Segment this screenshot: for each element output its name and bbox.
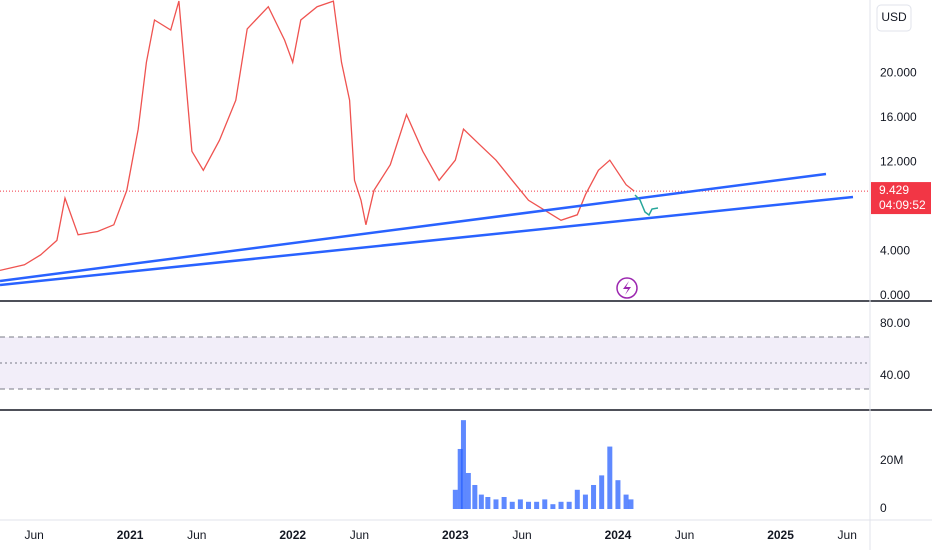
y-tick-label: 80.00 bbox=[880, 316, 910, 330]
x-tick-label: 2023 bbox=[442, 528, 469, 542]
y-tick-label: 12.000 bbox=[880, 155, 917, 169]
volume-bar bbox=[550, 504, 556, 509]
volume-bar bbox=[615, 480, 621, 509]
x-tick-label: Jun bbox=[350, 528, 369, 542]
x-tick-label: 2022 bbox=[279, 528, 306, 542]
last-price-box bbox=[871, 182, 931, 215]
y-tick-label: 20.000 bbox=[880, 66, 917, 80]
volume-bar bbox=[465, 472, 471, 509]
x-tick-label: Jun bbox=[24, 528, 43, 542]
y-tick-label: 0.000 bbox=[880, 288, 910, 302]
y-tick-label: 20M bbox=[880, 453, 903, 467]
volume-bar bbox=[460, 420, 466, 509]
y-tick-label: 16.000 bbox=[880, 110, 917, 124]
x-tick-label: Jun bbox=[187, 528, 206, 542]
last-price: 9.429 bbox=[879, 183, 909, 197]
x-tick-label: Jun bbox=[838, 528, 857, 542]
volume-bar bbox=[517, 499, 523, 509]
currency: USD bbox=[881, 10, 907, 24]
event-icon-bolt bbox=[623, 281, 631, 295]
trend-line bbox=[0, 195, 854, 287]
layer: Jun 2021 Jun 2022 Jun 2023 Jun 2024 Jun 2025 Jun 0.… bbox=[0, 0, 917, 542]
volume-bar bbox=[599, 475, 605, 509]
x-tick-label: 2024 bbox=[605, 528, 632, 542]
volume-bar bbox=[607, 446, 613, 509]
trend-line bbox=[0, 172, 827, 283]
price-line bbox=[0, 0, 635, 272]
volume-bar bbox=[472, 484, 478, 509]
volume-bar bbox=[628, 499, 634, 509]
volume-bar bbox=[566, 501, 572, 509]
y-tick-label: 0 bbox=[880, 501, 887, 515]
volume-bar bbox=[452, 489, 458, 509]
volume-bar bbox=[501, 496, 507, 509]
volume-bar bbox=[493, 499, 499, 509]
volume-bar bbox=[623, 494, 629, 509]
volume-bar bbox=[591, 484, 597, 509]
volume-bar bbox=[574, 489, 580, 509]
volume-bar bbox=[478, 494, 484, 509]
volume-bar bbox=[485, 496, 491, 509]
volume-bar bbox=[526, 501, 532, 509]
x-tick-label: 2021 bbox=[117, 528, 144, 542]
countdown: 04:09:52 bbox=[879, 198, 926, 212]
volume-bar bbox=[457, 448, 463, 509]
currency-button[interactable] bbox=[876, 4, 912, 32]
volume-bar bbox=[509, 501, 515, 509]
x-tick-label: Jun bbox=[675, 528, 694, 542]
volume-bar bbox=[558, 501, 564, 509]
x-tick-label: 2025 bbox=[767, 528, 794, 542]
y-tick-label: 4.000 bbox=[880, 244, 910, 258]
volume-bar bbox=[542, 499, 548, 509]
volume-bar bbox=[534, 501, 540, 509]
x-tick-label: Jun bbox=[512, 528, 531, 542]
volume-bar bbox=[582, 494, 588, 509]
y-tick-label: 40.00 bbox=[880, 368, 910, 382]
projection bbox=[634, 194, 659, 217]
